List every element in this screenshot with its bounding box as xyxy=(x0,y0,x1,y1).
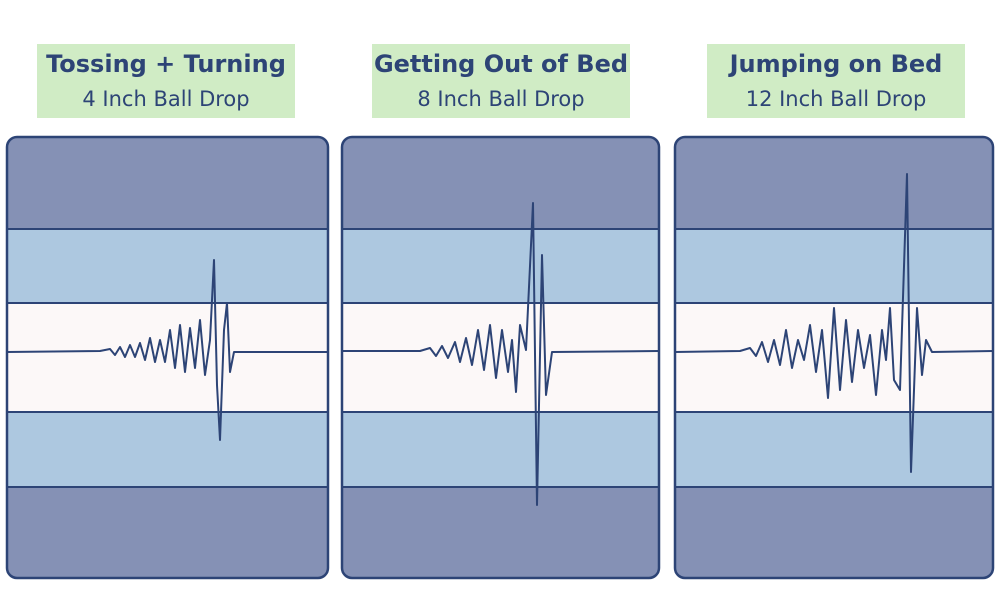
panel-title: Getting Out of Bed xyxy=(374,50,628,78)
panel-title: Jumping on Bed xyxy=(728,50,943,78)
panel-subtitle: 12 Inch Ball Drop xyxy=(746,87,927,111)
waveform xyxy=(675,173,993,473)
panel-border xyxy=(5,135,330,580)
bands xyxy=(7,137,328,578)
header-box xyxy=(372,44,630,118)
panel-subtitle: 8 Inch Ball Drop xyxy=(417,87,584,111)
header-box xyxy=(37,44,295,118)
panel: Tossing + Turning 4 Inch Ball Drop xyxy=(5,44,330,580)
panel-border xyxy=(673,135,995,580)
header-box xyxy=(707,44,965,118)
panel: Jumping on Bed 12 Inch Ball Drop xyxy=(673,44,995,580)
panel-border xyxy=(340,135,661,580)
bands xyxy=(342,137,659,578)
bands xyxy=(675,137,993,578)
waveform xyxy=(342,202,659,506)
waveform xyxy=(7,259,328,441)
panel-title: Tossing + Turning xyxy=(46,50,286,78)
panel: Getting Out of Bed 8 Inch Ball Drop xyxy=(340,44,661,580)
panel-subtitle: 4 Inch Ball Drop xyxy=(82,87,249,111)
